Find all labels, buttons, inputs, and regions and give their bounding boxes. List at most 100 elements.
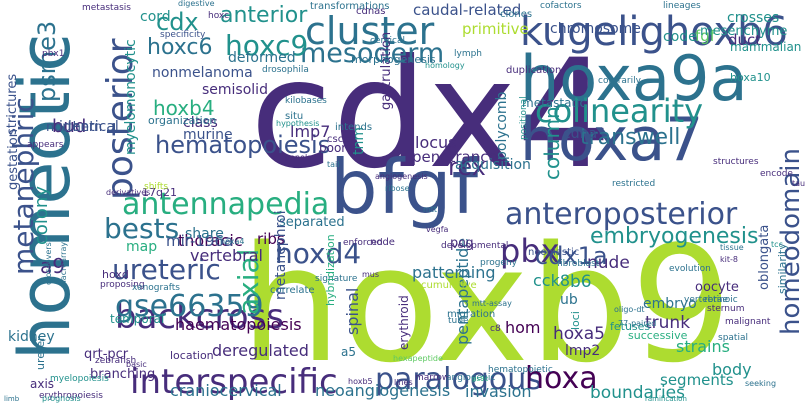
cloud-word: acquisition <box>455 157 531 173</box>
cloud-word: restricted <box>612 179 656 189</box>
cloud-word: evolution <box>669 264 711 274</box>
cloud-word: invasion <box>465 382 532 401</box>
cloud-word: craniocervical <box>170 381 282 400</box>
cloud-word: contrarily <box>598 76 641 86</box>
cloud-word: cofactors <box>540 1 582 11</box>
cloud-word: murine <box>183 127 233 143</box>
cloud-word: nonmelanoma <box>152 65 253 81</box>
cloud-word: hoxa5 <box>553 324 605 344</box>
cloud-word: mesoderm <box>300 38 445 69</box>
cloud-word: drosophila <box>262 65 309 75</box>
cloud-word: axis <box>30 377 55 391</box>
cloud-word: poor <box>319 141 347 155</box>
cloud-word: neoplastic <box>528 247 580 258</box>
cloud-word: intends <box>335 122 373 133</box>
cloud-word: penetrance <box>412 148 498 166</box>
cloud-word: hoxa7 <box>520 105 704 175</box>
cloud-word: lmp7 <box>290 122 331 141</box>
cloud-word: ribose <box>385 184 410 193</box>
cloud-word: transwell <box>580 125 681 150</box>
cloud-word: spinal <box>343 287 362 335</box>
cloud-word: angiogenesis <box>375 172 428 181</box>
cloud-word: homology <box>425 61 465 70</box>
cloud-word: positional <box>519 96 529 140</box>
cloud-word: c8 <box>490 324 501 334</box>
cloud-word: appears <box>27 140 64 150</box>
cloud-word: metastasis <box>82 3 131 13</box>
cloud-word: marrow <box>415 373 450 383</box>
cloud-word: identical <box>59 119 119 135</box>
cloud-word: prognosis <box>42 394 81 403</box>
cloud-word: organization <box>148 114 217 127</box>
cloud-word: mesenchyme <box>700 24 788 39</box>
cloud-word: cumulative <box>421 280 477 291</box>
cloud-word: cdnas <box>356 6 386 17</box>
cloud-word: vegfa <box>426 225 449 234</box>
cloud-word: embryo <box>643 296 697 312</box>
cloud-word: body <box>712 360 752 379</box>
cloud-word: interspecific <box>130 362 338 402</box>
cloud-word: cdx <box>156 8 199 36</box>
cloud-word: 77-paired <box>618 319 657 328</box>
cloud-word: morphogenesis <box>351 53 436 66</box>
cloud-word: kidney <box>8 329 55 345</box>
cloud-word: hoxb9 <box>240 211 733 398</box>
cloud-word: lymph <box>454 49 483 59</box>
cloud-word: kit-8 <box>720 255 738 264</box>
cloud-word: pcg <box>450 236 474 251</box>
cloud-word: deformed <box>228 50 296 66</box>
cloud-word: basic <box>126 360 147 369</box>
cloud-word: anterior <box>220 3 308 28</box>
cloud-word: chromosome <box>550 21 641 37</box>
cloud-word: semisolid <box>202 82 268 98</box>
cloud-word: retinoic <box>704 295 738 305</box>
cloud-word: oligo-dt <box>614 305 645 314</box>
cloud-word: seeking <box>745 379 777 388</box>
cloud-word: cord <box>140 9 171 25</box>
cloud-word: clones <box>500 9 533 20</box>
cloud-word: colony <box>31 186 52 245</box>
cloud-word: loci <box>569 311 582 330</box>
cloud-word: hoxa4 <box>220 237 245 246</box>
cloud-word: proposing <box>100 280 145 290</box>
cloud-word: hoxb4 <box>153 96 215 120</box>
cloud-word: cdx1a <box>535 242 608 270</box>
cloud-word: crosses <box>727 10 780 26</box>
cloud-word: hematopoietic <box>488 365 553 375</box>
cloud-word: gestation <box>6 129 21 190</box>
cloud-word: northern <box>46 120 103 135</box>
cloud-word: column <box>540 106 564 180</box>
cloud-word: embryogenesis <box>590 224 759 249</box>
cloud-word: erythropoiesis <box>39 391 103 401</box>
cloud-word: boundaries <box>590 383 685 403</box>
cloud-word: hypothesis <box>276 119 320 128</box>
cloud-word: successive <box>628 329 688 342</box>
cloud-word: panels <box>285 153 312 162</box>
cloud-word: limb <box>4 395 20 403</box>
cloud-word: developmental <box>441 241 509 251</box>
cloud-word: kilobases <box>285 96 327 106</box>
cloud-word: map <box>126 239 158 255</box>
cloud-word: hom <box>505 318 541 337</box>
cloud-word: class <box>183 115 218 131</box>
cloud-word: situ <box>285 111 304 122</box>
cloud-word: digestive <box>178 0 215 8</box>
cloud-word: hoxd4 <box>275 237 362 270</box>
cloud-word: pentapeptide <box>453 237 472 345</box>
cloud-word: locus <box>415 133 457 152</box>
cloud-word: lineages <box>663 1 701 11</box>
cloud-word: psme3 <box>33 20 61 102</box>
cloud-word: 17q21 <box>142 186 177 199</box>
cloud-word: specificity <box>160 30 206 40</box>
cloud-word: share <box>185 226 224 242</box>
cloud-word: derivatives <box>106 188 151 197</box>
cloud-word: fibroblast <box>557 259 600 269</box>
cloud-word: strains <box>676 337 730 356</box>
cloud-word: ramification <box>645 395 687 403</box>
cloud-word: caudal-related <box>413 1 522 19</box>
cloud-word: hoxc9 <box>225 29 309 62</box>
cloud-word: crossovers <box>44 242 53 285</box>
cloud-word: lmp2 <box>565 343 601 359</box>
cloud-word: tube <box>448 316 469 326</box>
